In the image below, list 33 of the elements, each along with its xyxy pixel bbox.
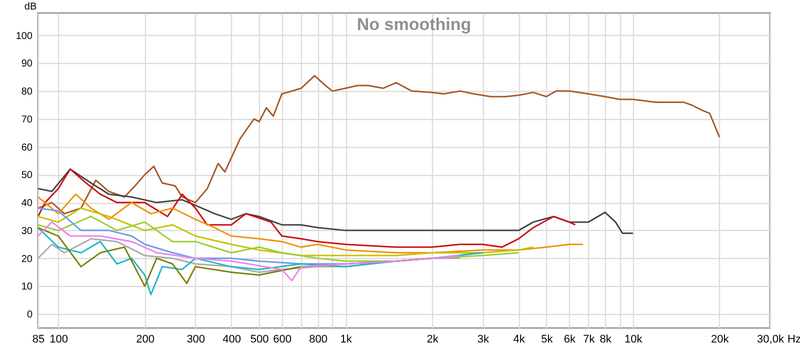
- x-tick-label: 20k: [711, 334, 730, 344]
- x-tick-label: 2k: [426, 334, 439, 344]
- x-tick-label: 3k: [477, 334, 490, 344]
- y-tick-label: 70: [21, 114, 33, 126]
- y-tick-label: 100: [16, 30, 33, 42]
- y-tick-label: 0: [26, 310, 33, 321]
- x-tick-label: 1k: [340, 334, 352, 344]
- chart-title: No smoothing: [356, 15, 472, 34]
- y-tick-label: 80: [21, 86, 33, 98]
- y-tick-label: 20: [21, 254, 33, 265]
- x-tick-label: 500: [250, 334, 269, 344]
- x-tick-label: 6k: [564, 334, 576, 344]
- x-tick-label: 8k: [600, 334, 612, 344]
- y-tick-label: 30: [21, 226, 33, 237]
- x-tick-label: 30,0k: [757, 334, 784, 344]
- x-tick-label: 300: [186, 334, 206, 344]
- x-axis-title: Hz: [788, 334, 800, 344]
- y-tick-label: 60: [21, 142, 33, 154]
- y-tick-label: 10: [21, 282, 33, 293]
- y-tick-label: 50: [21, 170, 33, 182]
- y-tick-label: 90: [21, 58, 33, 70]
- x-tick-label: 4k: [513, 334, 526, 344]
- x-tick-label: 600: [273, 334, 292, 344]
- x-tick-label: 10k: [624, 334, 643, 344]
- x-tick-label: 7k: [583, 334, 596, 344]
- x-tick-label: 800: [309, 334, 328, 344]
- y-tick-label: 40: [21, 198, 33, 210]
- x-tick-label: 400: [222, 334, 241, 344]
- y-axis-title: dB: [24, 2, 37, 12]
- x-tick-label: 5k: [541, 334, 554, 344]
- x-tick-label: 85: [32, 334, 45, 344]
- x-tick-label: 100: [50, 334, 68, 344]
- x-tick-label: 200: [136, 334, 154, 344]
